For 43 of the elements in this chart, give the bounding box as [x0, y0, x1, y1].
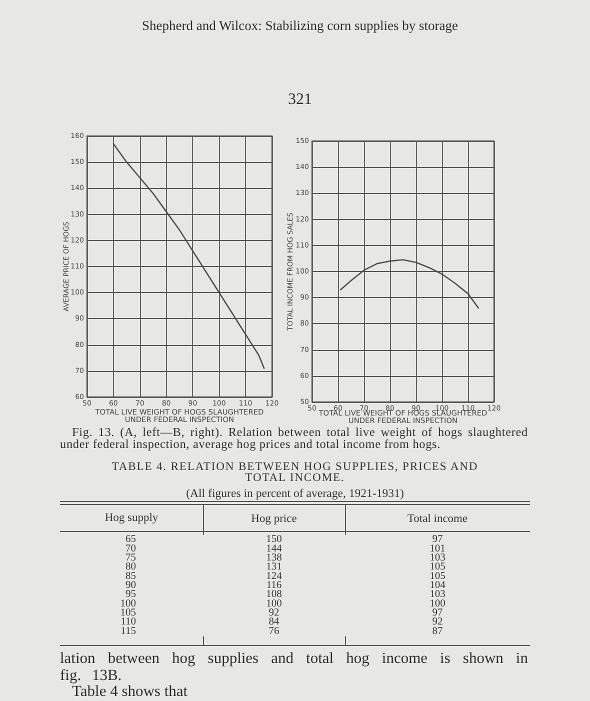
y-tick-label: 100 [120, 598, 136, 610]
data-label: 108 [266, 589, 282, 600]
y-tick-label: 75 [126, 552, 136, 564]
data-label: 104 [430, 580, 446, 591]
data-label: 76 [268, 626, 280, 637]
y-axis-title: Hog supply [104, 512, 160, 525]
y-tick-label: 110 [120, 616, 136, 628]
y-tick-label: 85 [126, 570, 136, 582]
caption: Table 4 shows that [72, 683, 189, 700]
data-label: 92 [432, 616, 443, 628]
data-label: 103 [430, 589, 446, 600]
data-label: 105 [430, 570, 446, 582]
data-label: 103 [430, 552, 446, 564]
data-label: 124 [266, 570, 283, 582]
data-label: 92 [268, 608, 280, 619]
data-label: 150 [266, 534, 282, 546]
data-label: 100 [430, 598, 446, 610]
text: lation between hog supplies and total hog income is shown in fig. 13B. [60, 650, 528, 684]
y-tick-label: 95 [126, 589, 136, 600]
data-label: 87 [432, 626, 443, 637]
data-label: 105 [430, 562, 446, 573]
data-label: 131 [266, 562, 282, 573]
data-label: 97 [432, 608, 443, 619]
chart-title: TABLE 4. RELATION BETWEEN HOG SUPPLIES, PRICES AND TOTAL INCOME. [110, 460, 480, 484]
data-label: 100 [266, 598, 282, 610]
text: Shepherd and Wilcox: Stabilizing corn supplies by storage [140, 18, 460, 34]
x-tick-label: Hog price [251, 513, 297, 525]
y-tick-label: 65 [126, 534, 136, 546]
y-tick-label: 70 [126, 543, 136, 554]
text: 321 [287, 90, 313, 110]
data-label: 97 [432, 534, 443, 546]
data-label: 144 [266, 543, 283, 554]
caption: Fig. 13. (A, left—B, right). Relation between total live weight of hogs slaughtered under federal inspection, average hog prices and total income from hogs. [60, 425, 528, 450]
data-label: 84 [268, 616, 280, 628]
y-tick-label: 105 [120, 608, 136, 619]
y-tick-label: 115 [120, 626, 136, 637]
data-label: 101 [430, 543, 446, 554]
y-tick-label: 80 [126, 562, 136, 573]
x-tick-label: Total income [407, 513, 468, 525]
data-label: 138 [266, 552, 282, 564]
y-tick-label: 90 [126, 580, 136, 591]
chart-subtitle: (All figures in percent of average, 1921-1931) [185, 486, 405, 500]
data-label: 116 [266, 580, 282, 591]
